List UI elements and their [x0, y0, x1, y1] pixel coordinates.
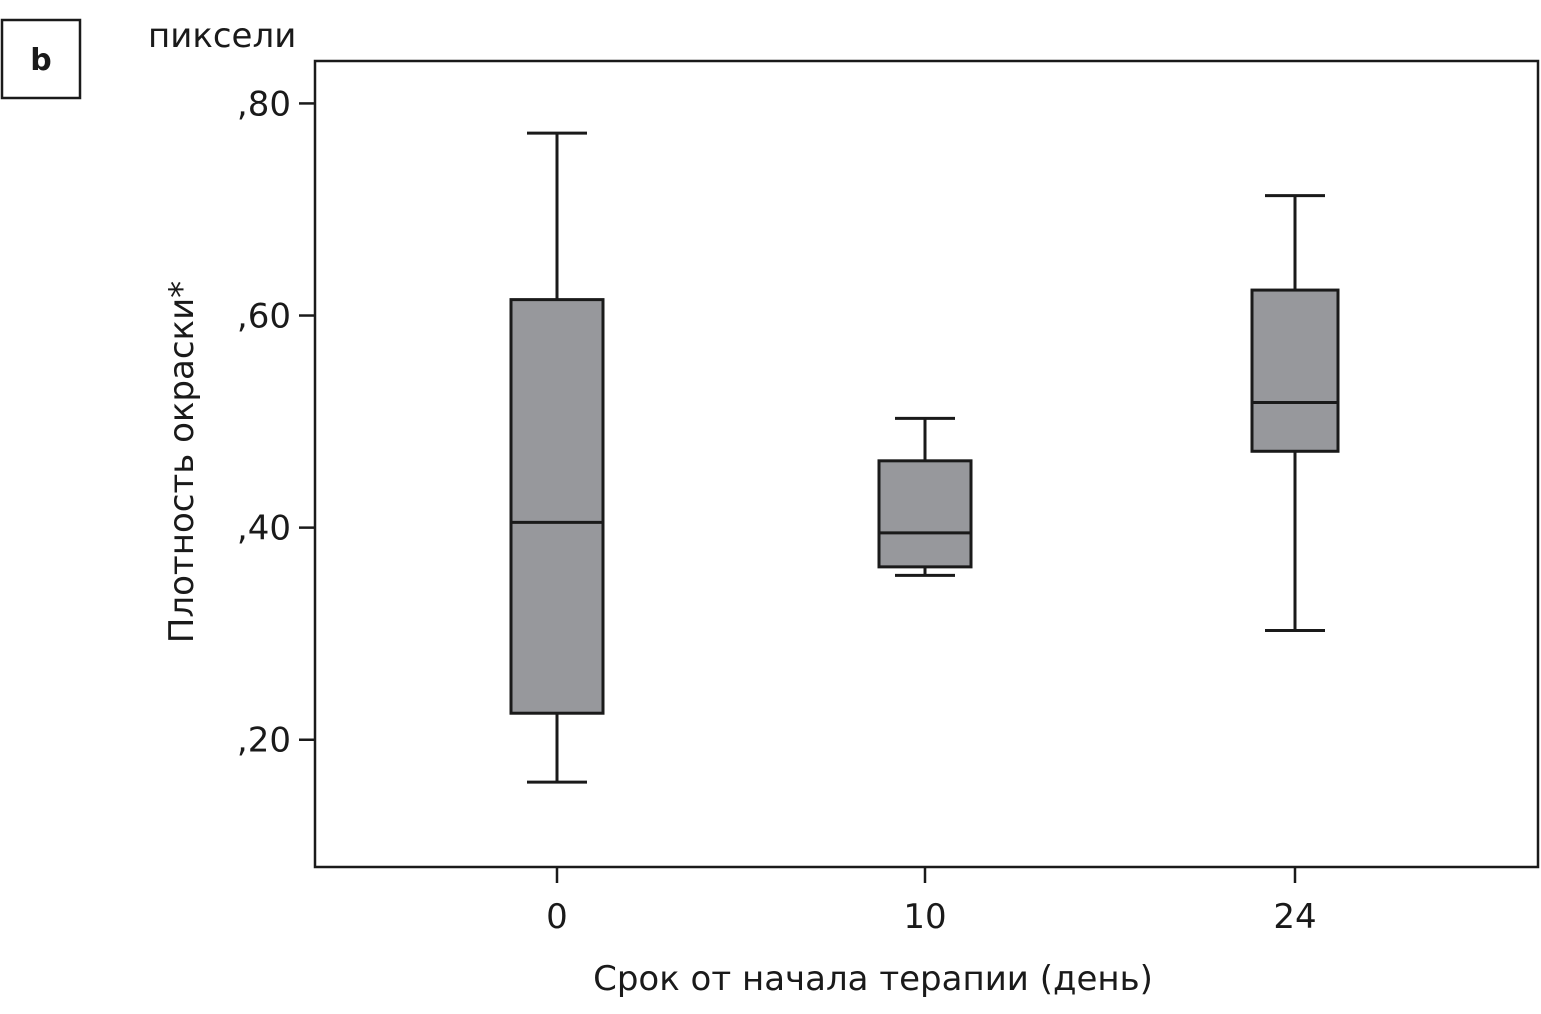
x-tick-label: 0 [546, 897, 568, 937]
box-0 [509, 131, 605, 784]
x-tick-label: 24 [1273, 897, 1316, 937]
plot-frame [313, 59, 1540, 869]
y-unit-label: пиксели [148, 16, 296, 56]
y-axis-title: Плотность окраски* [162, 281, 202, 643]
panel-label-frame [0, 18, 82, 100]
y-axis: ,20 ,40 ,60 ,80 [237, 84, 315, 761]
iqr-box [1250, 288, 1340, 453]
x-tick-label: 10 [903, 897, 946, 937]
box-24 [1250, 194, 1340, 633]
iqr-box [877, 459, 973, 569]
panel-label-text: b [30, 43, 51, 78]
iqr-box [509, 298, 605, 715]
y-tick-label: ,60 [237, 297, 291, 337]
y-tick-label: ,20 [237, 721, 291, 761]
y-tick-label: ,80 [237, 84, 291, 124]
x-axis: 0 10 24 [546, 867, 1317, 937]
x-axis-title: Срок от начала терапии (день) [593, 959, 1153, 999]
box-series [509, 131, 1340, 784]
y-tick-label: ,40 [237, 509, 291, 549]
box-10 [877, 416, 973, 577]
panel-label: b [0, 18, 82, 100]
